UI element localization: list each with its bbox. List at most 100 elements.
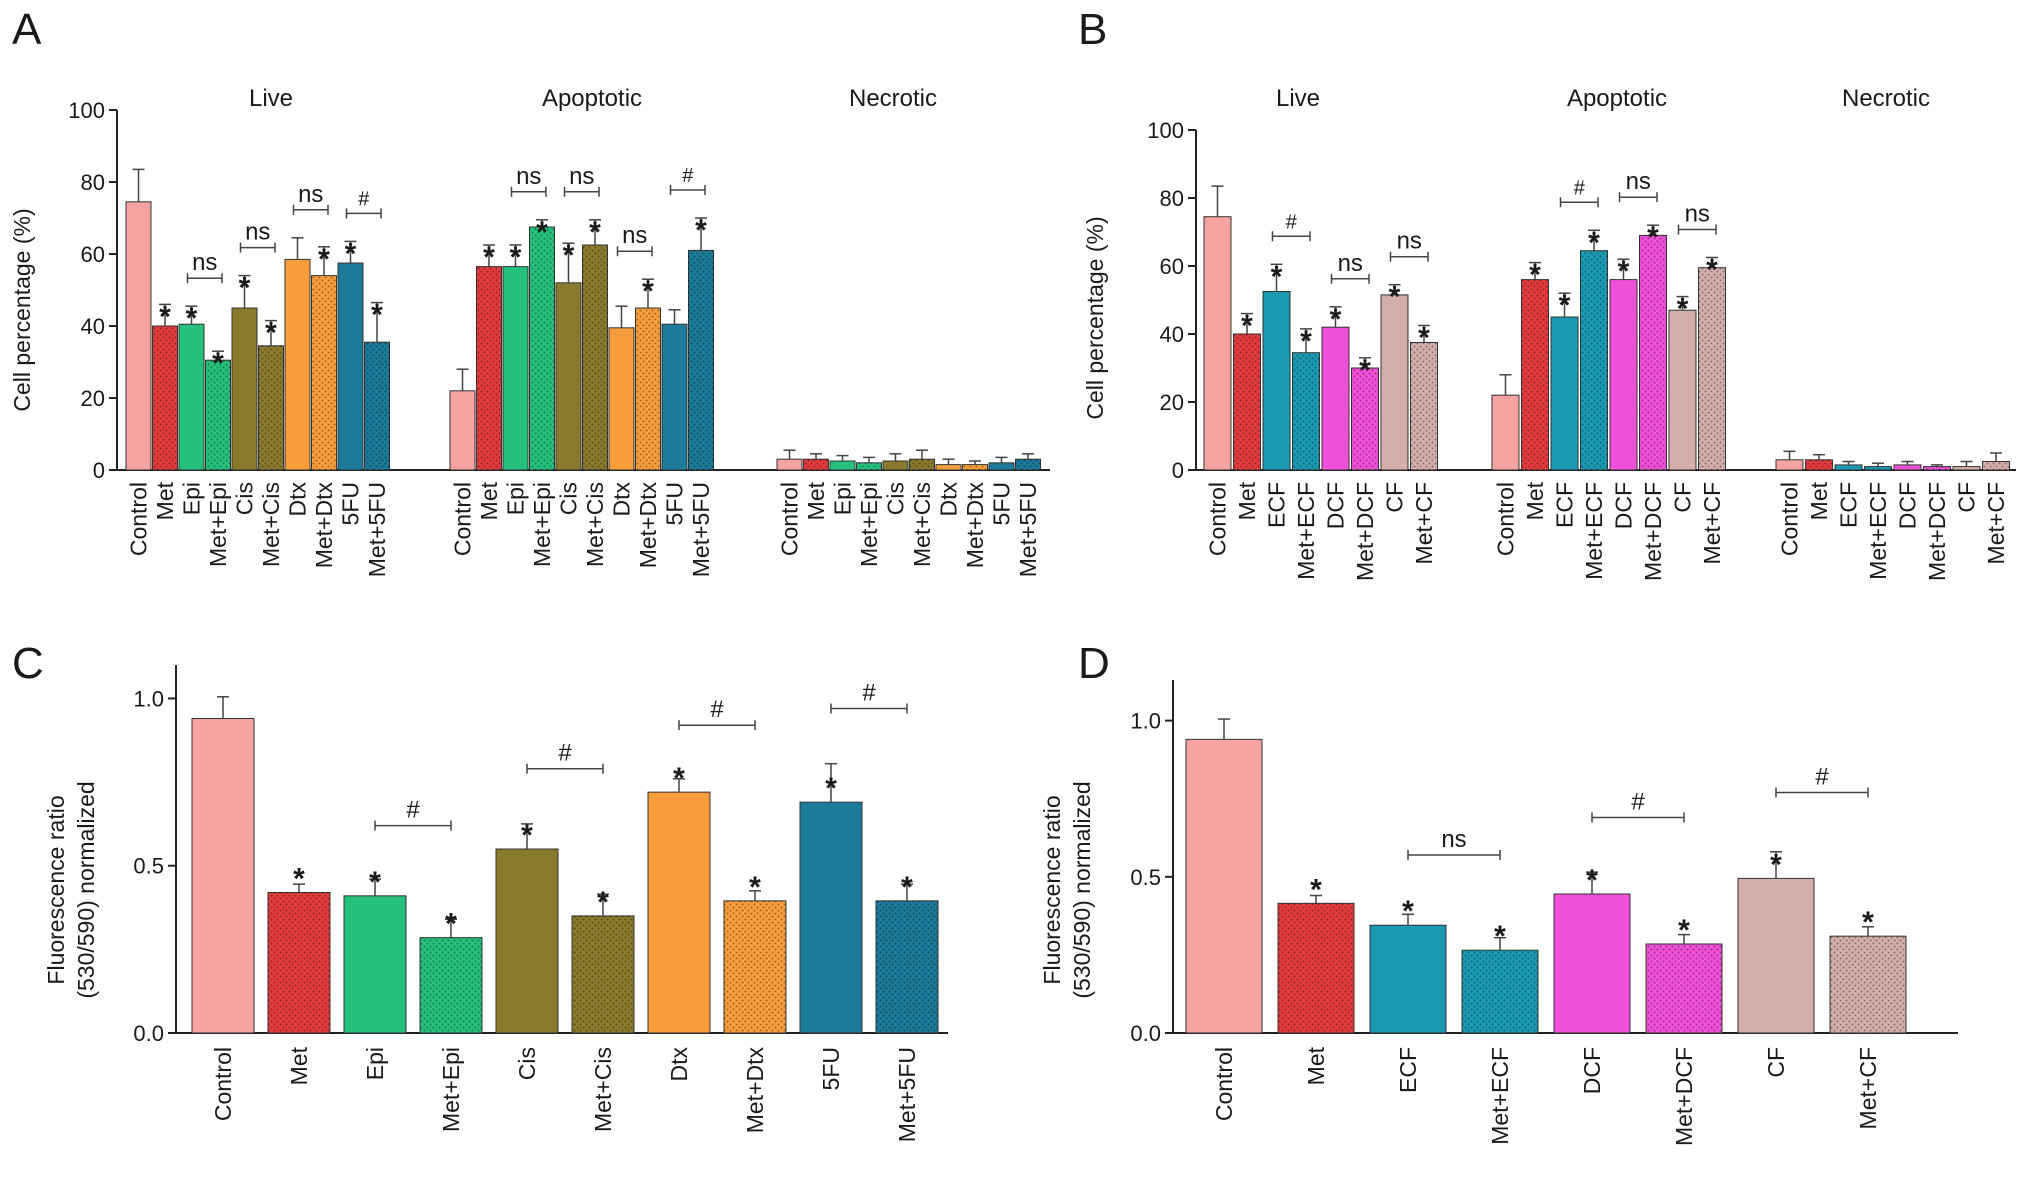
x-tick-label-epi: Epi [179,482,205,515]
group-label-apoptotic: Apoptotic [542,85,642,112]
significance-star: * [1330,303,1342,336]
x-tick-label-met: Met [286,1046,312,1085]
y-tick-label: 0.0 [133,1021,164,1046]
x-tick-label-met-plus-5fu: Met+5FU [364,482,390,577]
x-tick-label-dtx: Dtx [666,1047,692,1082]
panel-label-b: B [1078,5,1107,54]
x-tick-label-met-plus-cis: Met+Cis [590,1047,616,1132]
x-tick-label-met-plus-ecf: Met+ECF [1581,482,1607,580]
bar-texture-met [1521,279,1549,470]
significance-label: ns [1685,201,1710,228]
bar-control [1775,459,1804,471]
x-tick-label-control: Control [777,482,803,556]
x-tick-label-dtx: Dtx [285,482,311,517]
x-tick-label-met: Met [1806,481,1832,520]
significance-label: ns [516,163,541,190]
x-tick-label-cis: Cis [883,482,909,515]
x-tick-label-control: Control [450,482,476,556]
bar-texture-met-plus-cf [1698,267,1726,470]
x-tick-label-dcf: DCF [1579,1047,1605,1094]
x-tick-label-dcf: DCF [1611,482,1637,529]
bar-dtx [935,464,962,471]
bar-dcf [1321,326,1350,471]
bar-texture-met [803,459,829,470]
bar-ecf [1262,291,1291,471]
significance-star: * [589,216,601,249]
x-tick-label-cf: CF [1954,482,1980,513]
y-tick-label: 40 [81,314,105,339]
x-tick-label-met: Met [1303,1046,1329,1085]
x-tick-label-cf: CF [1670,482,1696,513]
significance-label: ns [245,219,270,246]
bar-texture-met-plus-5fu [1015,459,1041,470]
bar-texture-met-plus-5fu [688,250,714,470]
bar-control [1491,394,1520,471]
significance-star: * [1271,260,1283,293]
x-tick-label-met: Met [803,481,829,520]
significance-star: * [1770,848,1782,881]
y-axis-title-line-1: Fluorescence ratio [1039,795,1065,984]
plot-area: 0.0 0.5 1.0 Control * Met * Epi * Met+Epi * Cis * Met… [133,665,948,1142]
x-tick-label-control: Control [126,482,152,556]
x-tick-label-cf: CF [1382,482,1408,513]
bar-texture-met-plus-dtx [635,308,661,470]
x-tick-label-met-plus-5fu: Met+5FU [688,482,714,577]
bar-dtx [608,327,635,471]
x-tick-label-epi: Epi [503,482,529,515]
significance-star: * [318,243,330,276]
bar-texture-met-plus-ecf [1864,466,1892,470]
bar-cf [1380,294,1409,471]
significance-star: * [1359,354,1371,387]
group-label-necrotic: Necrotic [1842,85,1930,112]
y-tick-label: 60 [81,242,105,267]
significance-star: * [642,275,654,308]
significance-label: # [1815,763,1829,790]
plot-area: 0 20 40 60 80 100 Control * Met * Epi * Met+Epi * Cis *… [68,98,1050,577]
significance-star: * [1647,221,1659,254]
significance-label: ns [1338,250,1363,277]
x-tick-label-ecf: ECF [1552,482,1578,528]
bar-control [1203,216,1232,471]
bar-epi [343,895,407,1034]
bar-5fu [988,462,1015,471]
y-tick-label: 100 [68,98,105,123]
x-tick-label-met-plus-epi: Met+Epi [438,1047,464,1132]
x-tick-label-met-plus-dcf: Met+DCF [1924,482,1950,581]
significance-star: * [1706,254,1718,287]
bar-texture-met-plus-epi [205,360,231,470]
significance-label: ns [1441,826,1466,853]
bar-texture-met-plus-5fu [876,900,938,1033]
significance-star: * [186,302,198,335]
x-tick-label-5fu: 5FU [338,482,364,525]
bar-texture-met-plus-cis [258,345,284,470]
x-tick-label-met: Met [476,481,502,520]
x-tick-label-cis: Cis [514,1047,540,1080]
significance-star: * [265,317,277,350]
x-tick-label-met-plus-cf: Met+CF [1855,1047,1881,1129]
x-tick-label-epi: Epi [830,482,856,515]
y-tick-label: 1.0 [1130,709,1161,734]
significance-label: # [1631,788,1645,815]
x-tick-label-5fu: 5FU [818,1047,844,1090]
x-tick-label-control: Control [210,1047,236,1121]
bar-dcf [1553,893,1631,1034]
significance-star: * [1402,895,1414,928]
x-tick-label-5fu: 5FU [989,482,1015,525]
bar-texture-met-plus-dcf [1351,368,1379,470]
bar-epi [178,323,205,471]
bar-cis [882,460,909,471]
bar-texture-met-plus-ecf [1462,950,1538,1033]
significance-label: # [710,696,724,723]
x-tick-label-met-plus-dcf: Met+DCF [1671,1047,1697,1146]
bar-ecf [1834,464,1863,471]
bar-ecf [1550,316,1579,471]
bar-texture-met-plus-cis [909,459,935,470]
bar-texture-met-plus-dtx [724,900,786,1033]
significance-label: ns [298,181,323,208]
significance-label: # [862,679,876,706]
y-axis-title: Cell percentage (%) [9,208,35,411]
bar-group-necrotic: Control Met ECF Met+ECF DCF Met+DCF CF Met+CF [1775,450,2010,581]
x-tick-label-met-plus-cf: Met+CF [1983,482,2009,564]
significance-star: * [1588,226,1600,259]
